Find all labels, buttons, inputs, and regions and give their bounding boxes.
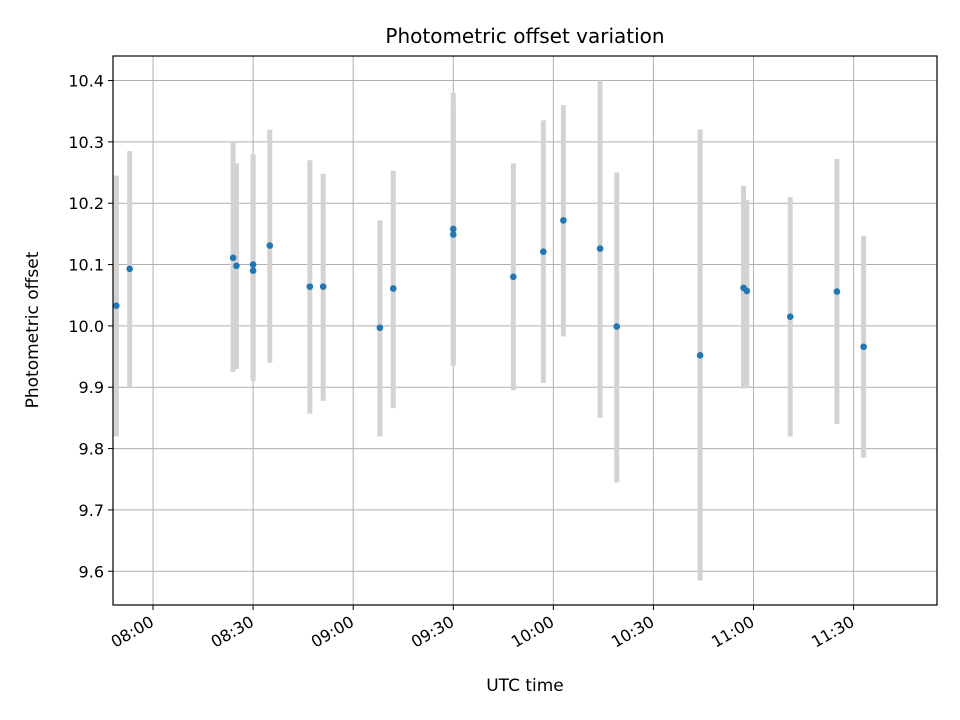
x-axis-label: UTC time [486,676,564,696]
data-points [113,217,867,359]
y-axis-label: Photometric offset [23,251,43,408]
y-tick-label: 10.3 [68,133,104,152]
y-tick-label: 10.2 [68,194,104,213]
y-tick-label: 9.9 [79,378,104,397]
y-tick-label: 9.8 [79,440,104,459]
data-point [786,313,794,320]
y-tick-label: 10.1 [68,256,104,275]
data-point [249,261,257,268]
y-axis-ticks: 9.6 9.7 9.8 9.9 10.0 10.1 10.2 10.3 10.4 [68,72,113,581]
data-point [306,283,314,290]
data-point [540,248,547,255]
y-tick-label: 9.7 [79,501,104,520]
y-tick-label: 9.6 [79,562,104,581]
data-point [696,352,704,359]
y-tick-label: 10.4 [68,72,104,91]
chart-title: Photometric offset variation [385,24,664,48]
data-point [233,262,240,270]
grid-lines [113,56,937,605]
y-tick-label: 10.0 [68,317,104,336]
data-point [126,265,133,273]
data-point [613,323,621,330]
data-point [113,302,120,309]
data-point [449,225,457,233]
data-point [249,267,257,274]
data-point [389,285,397,292]
data-point [229,254,237,262]
data-point [743,287,751,295]
data-point [266,242,274,249]
data-point [449,231,457,238]
data-point [596,245,604,252]
data-point [860,343,867,351]
plot-frame [112,55,938,606]
data-point [319,283,327,290]
data-point [833,288,841,295]
data-point [560,217,567,224]
data-point [510,273,517,281]
data-point [376,324,384,332]
